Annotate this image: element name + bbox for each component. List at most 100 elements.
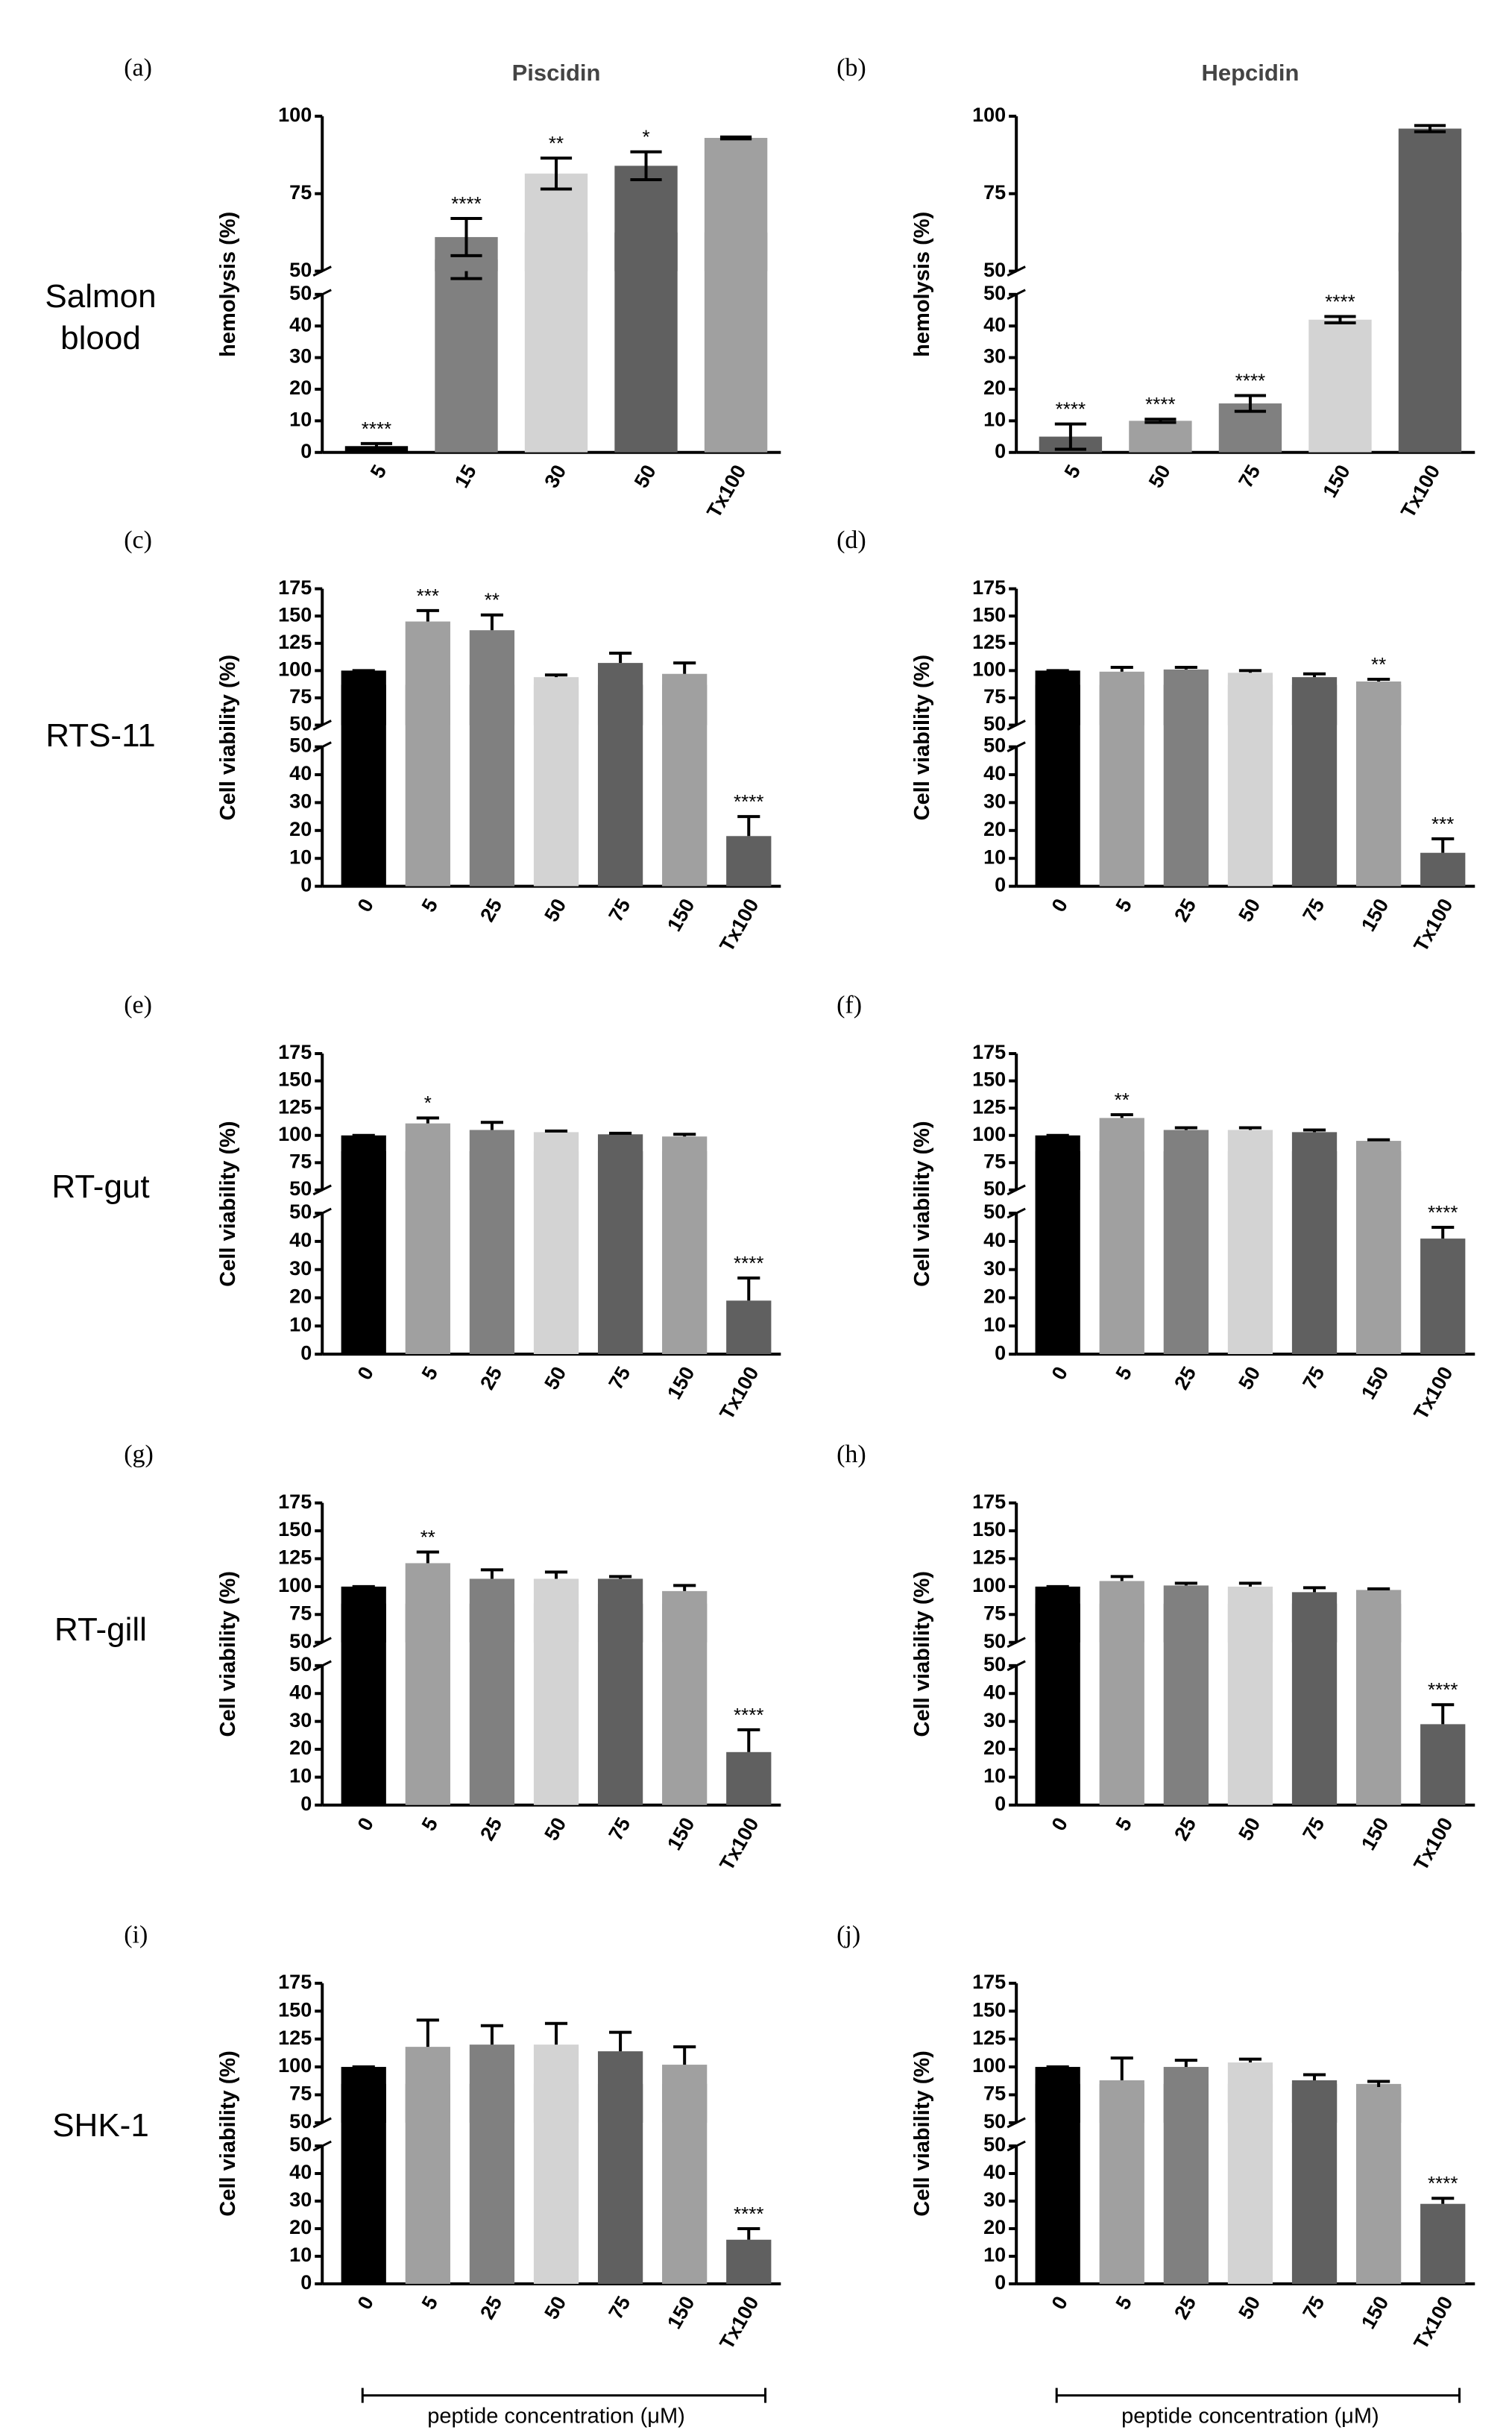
row-label: SHK-1 [52,2107,149,2144]
y-tick-label: 50 [289,734,312,757]
segment [1355,2080,1402,2123]
segment [1099,665,1144,725]
segment [405,1116,450,1190]
axis-break [1007,741,1026,752]
significance-label: **** [1235,369,1265,391]
significance-label: *** [1431,813,1454,835]
y-tick-label: 150 [278,1998,312,2021]
segment [533,2021,579,2123]
axis-break [1007,289,1026,300]
segment [1291,2073,1338,2123]
row-label: RTS-11 [45,717,156,755]
segment [1291,672,1338,725]
y-tick-label: 75 [289,685,312,708]
bar [1355,1151,1402,1355]
x-tick-label: 15 [450,461,481,491]
bar [662,1590,708,1643]
x-tick-label: Tx100 [1409,895,1457,955]
x-tick-label: 75 [1298,2293,1329,2323]
y-tick-label: 20 [983,1285,1006,1308]
axis-break [1007,720,1026,731]
significance-label: **** [451,192,481,215]
bar [1355,2086,1402,2123]
y-tick-label: 30 [289,1709,312,1731]
bar [597,1151,643,1355]
y-tick-label: 100 [278,1574,312,1596]
bar [1420,767,1465,780]
y-tick-label: 0 [300,2271,312,2294]
bar [1355,1141,1402,1190]
segment [726,1277,772,1355]
y-tick-label: 10 [289,1313,312,1335]
y-tick-label: 50 [289,259,312,281]
bar [662,673,708,725]
bar [597,684,643,887]
bar [597,1603,643,1805]
x-tick-label: 0 [1048,2293,1072,2314]
bar [533,2045,579,2123]
chart-title: Hepcidin [1201,60,1299,86]
bar [1227,2083,1273,2284]
bar [1163,2083,1209,2284]
y-tick-label: 0 [300,874,312,896]
segment [1099,1603,1144,1805]
y-tick-label: 100 [278,104,312,126]
axis-break [1007,1660,1026,1672]
y-axis-label: Cell viability (%) [910,1121,934,1286]
bar [405,1123,450,1190]
bar [1163,1585,1209,1643]
x-tick-label: 50 [1234,2293,1264,2323]
segment [1163,684,1209,887]
segment [1420,837,1466,887]
bar [662,1136,708,1190]
bar [1227,673,1273,725]
y-tick-label: 20 [289,1285,312,1308]
y-tick-label: 150 [972,1998,1006,2021]
bar [1291,1151,1338,1355]
segment [469,613,515,725]
y-tick-label: 75 [983,181,1006,204]
segment [662,2045,708,2123]
segment [533,1570,579,1643]
segment [597,1151,643,1355]
bar [1227,1586,1273,1643]
bar [726,836,772,887]
y-tick-label: 100 [972,658,1006,680]
bar [533,677,579,725]
segment [341,669,386,725]
segment [1291,2083,1338,2284]
y-tick-label: 50 [289,713,312,735]
panel-label: (j) [837,1921,860,1948]
significance-label: ** [1371,653,1386,676]
bar [597,2083,643,2284]
bar [341,2067,386,2123]
significance-label: **** [734,2203,763,2225]
segment [1355,1603,1402,1805]
bar [1035,1603,1080,1805]
significance-label: ** [420,1526,435,1548]
segment [1291,684,1338,887]
y-tick-label: 40 [289,1681,312,1703]
segment [614,150,678,271]
axis-break [312,289,332,300]
axis-break [312,741,332,752]
significance-label: **** [1325,290,1355,312]
bar [341,1151,386,1355]
y-tick-label: 175 [278,1041,312,1063]
y-axis-label: hemolysis (%) [216,212,240,357]
bar [469,1151,515,1355]
x-tick-label: 75 [1298,1363,1329,1394]
segment [341,2083,386,2284]
segment [1227,2057,1273,2123]
segment [597,1603,643,1805]
axis-break [312,1660,332,1672]
y-tick-label: 100 [278,658,312,680]
x-tick-label: 150 [1318,461,1355,501]
bar [341,670,386,725]
y-tick-label: 40 [289,2161,312,2183]
bar [1291,677,1338,725]
segment [1035,669,1080,725]
y-tick-label: 50 [983,282,1006,304]
segment [1163,1151,1209,1355]
chart-title: Piscidin [512,60,601,86]
